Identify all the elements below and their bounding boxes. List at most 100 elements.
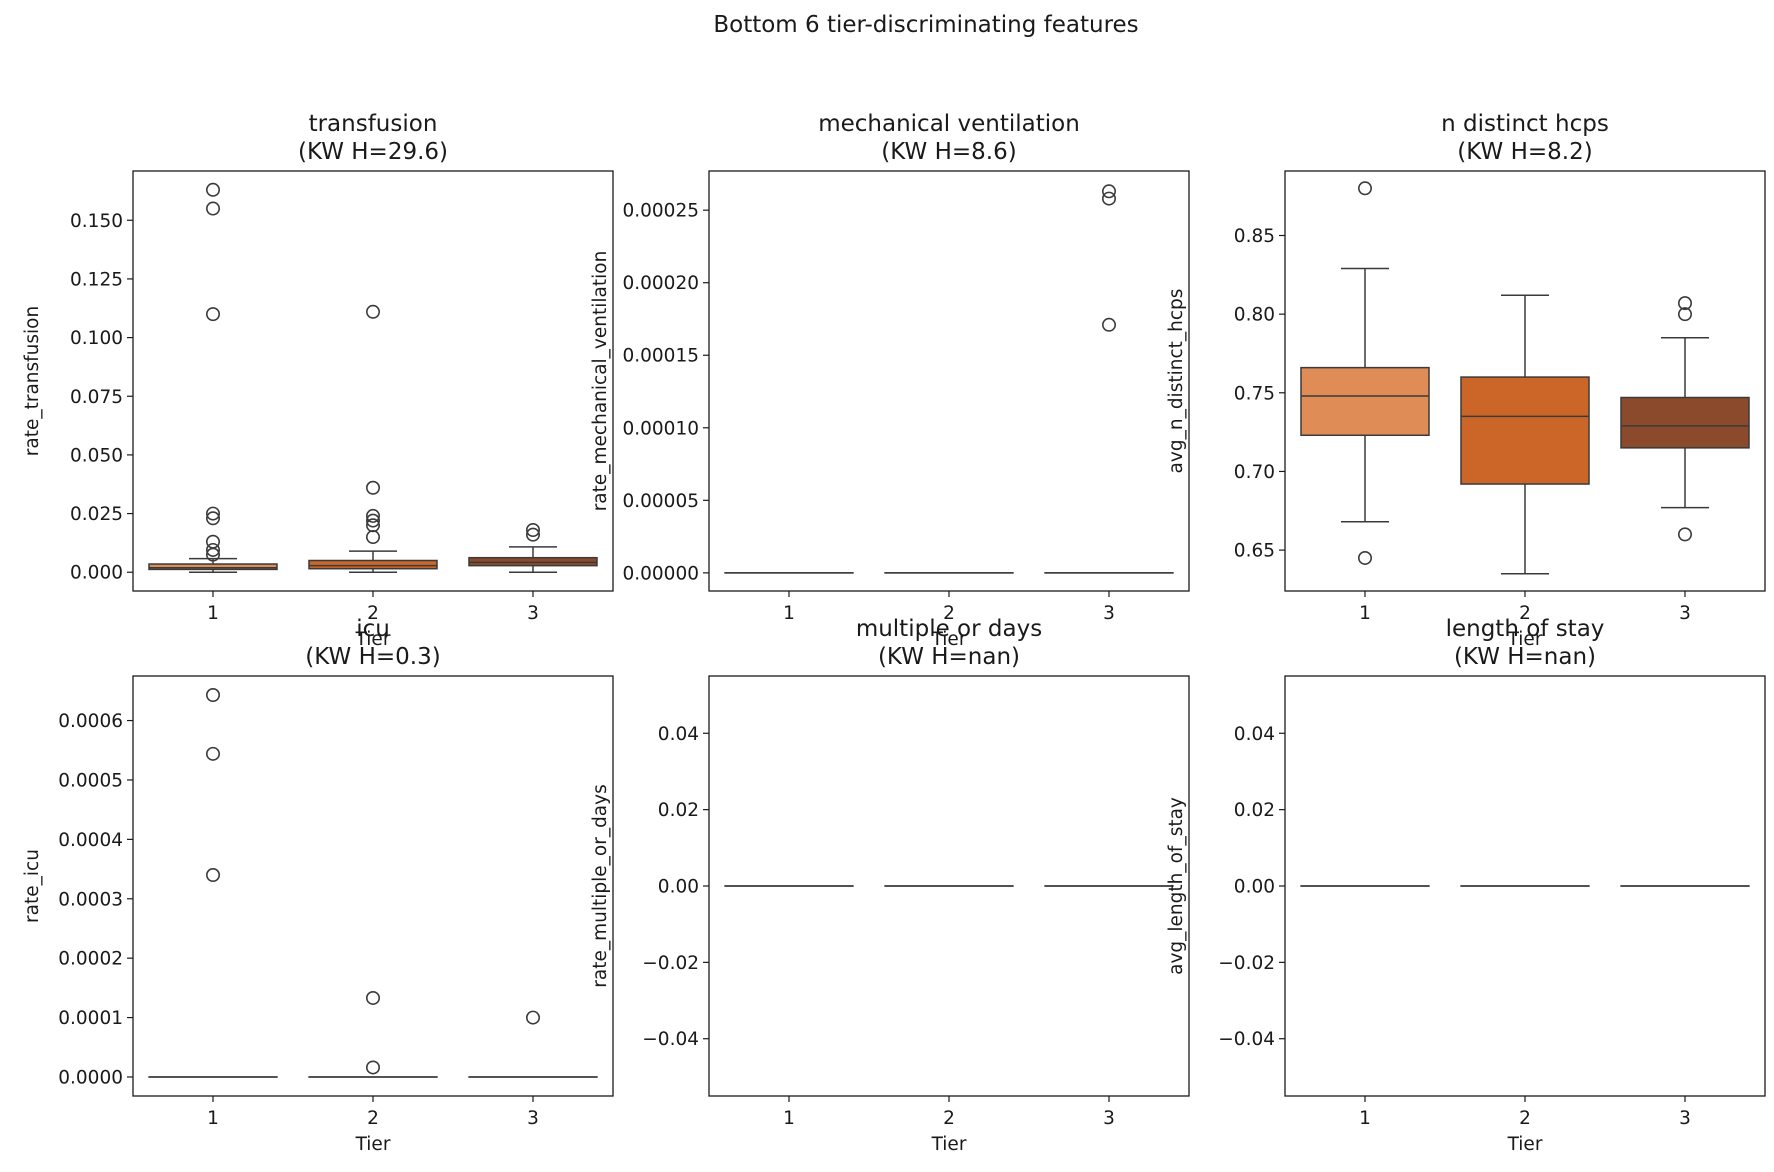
x-tick-label: 3 — [527, 1108, 539, 1129]
panel-subtitle: (KW H=8.6) — [881, 139, 1016, 165]
x-axis-label: Tier — [931, 1134, 967, 1155]
outlier-point — [525, 527, 540, 542]
y-axis-label: rate_icu — [22, 849, 43, 923]
outlier-point — [365, 990, 380, 1005]
outlier-point — [206, 542, 221, 557]
y-axis-label: rate_mechanical_ventilation — [590, 251, 611, 512]
outlier-point — [206, 688, 221, 703]
y-tick-label: 0.0005 — [58, 770, 123, 791]
x-tick-label: 3 — [1103, 1108, 1115, 1129]
box-iqr — [148, 563, 278, 571]
y-tick-label: 0.00025 — [622, 201, 699, 222]
x-tick-label: 2 — [367, 1108, 379, 1129]
y-tick-label: 0.00020 — [622, 273, 699, 294]
panel-5: multiple or days(KW H=nan) −0.04 −0.02 0.00… — [590, 616, 1190, 1155]
x-tick-label: 2 — [943, 1108, 955, 1129]
y-tick-label: 0.00 — [1234, 877, 1275, 898]
panels-group: transfusion(KW H=29.6) 0.000 0.025 0.050 0.0… — [22, 111, 1766, 1155]
y-tick-label: 0.075 — [70, 387, 123, 408]
outlier-point — [206, 547, 221, 562]
panel-subtitle: (KW H=nan) — [1454, 644, 1596, 670]
y-tick-label: 0.00015 — [622, 346, 699, 367]
panel-title: n distinct hcps — [1441, 111, 1609, 137]
y-tick-label: −0.04 — [1218, 1029, 1275, 1050]
y-tick-label: 0.00010 — [622, 418, 699, 439]
y-tick-label: 0.125 — [70, 269, 123, 290]
y-tick-label: 0.0006 — [58, 711, 123, 732]
box-tier-3 — [468, 522, 598, 573]
x-tick-label: 1 — [1359, 1108, 1371, 1129]
y-tick-label: 0.65 — [1234, 541, 1275, 562]
panel-6: length of stay(KW H=nan) −0.04 −0.02 0.00 0.… — [1166, 616, 1766, 1155]
x-axis-label: Tier — [931, 629, 967, 650]
panel-title: length of stay — [1446, 616, 1605, 642]
outlier-point — [365, 530, 380, 545]
x-tick-label: 3 — [1103, 603, 1115, 624]
y-axis-label: avg_length_of_stay — [1166, 797, 1187, 975]
y-tick-label: 0.0000 — [58, 1067, 123, 1088]
y-tick-label: −0.04 — [642, 1029, 699, 1050]
outlier-point — [365, 513, 380, 528]
panel-subtitle: (KW H=8.2) — [1457, 139, 1592, 165]
outlier-point — [365, 304, 380, 319]
box-tier-3 — [468, 1010, 598, 1078]
y-tick-label: 0.0003 — [58, 889, 123, 910]
x-tick-label: 3 — [1679, 1108, 1691, 1129]
y-tick-label: 0.150 — [70, 211, 123, 232]
x-tick-label: 2 — [1519, 1108, 1531, 1129]
panel-title: mechanical ventilation — [818, 111, 1080, 137]
box-iqr — [1300, 366, 1430, 437]
outlier-point — [365, 1060, 380, 1075]
outlier-point — [365, 508, 380, 523]
panel-4: icu(KW H=0.3) 0.0000 0.0001 0.0002 0.0003 0.0… — [22, 616, 614, 1155]
x-tick-label: 2 — [1519, 603, 1531, 624]
y-tick-label: 0.0002 — [58, 949, 123, 970]
x-tick-label: 1 — [783, 1108, 795, 1129]
x-tick-label: 3 — [527, 603, 539, 624]
outlier-point — [206, 307, 221, 322]
y-tick-label: 0.80 — [1234, 305, 1275, 326]
y-tick-label: 0.00005 — [622, 491, 699, 512]
box-tier-1 — [1300, 181, 1430, 565]
outlier-point — [206, 201, 221, 216]
box-iqr — [308, 559, 438, 570]
x-tick-label: 1 — [207, 603, 219, 624]
y-tick-label: 0.04 — [658, 724, 699, 745]
outlier-point — [206, 182, 221, 197]
y-axis-label: avg_n_distinct_hcps — [1166, 289, 1187, 474]
y-tick-label: 0.04 — [1234, 724, 1275, 745]
box-iqr — [1620, 396, 1750, 449]
x-tick-label: 1 — [207, 1108, 219, 1129]
box-tier-2 — [308, 304, 438, 573]
outlier-point — [1102, 191, 1117, 206]
y-tick-label: 0.00 — [658, 877, 699, 898]
x-axis-label: Tier — [1507, 629, 1543, 650]
outlier-point — [525, 1010, 540, 1025]
x-tick-label: 1 — [1359, 603, 1371, 624]
y-tick-label: 0.00000 — [622, 563, 699, 584]
panel-title: icu — [356, 616, 390, 642]
outlier-point — [365, 480, 380, 495]
box-tier-2 — [308, 990, 438, 1078]
outlier-point — [206, 868, 221, 883]
y-tick-label: 0.02 — [1234, 800, 1275, 821]
panel-1: transfusion(KW H=29.6) 0.000 0.025 0.050 0.0… — [22, 111, 614, 650]
outlier-point — [1678, 296, 1693, 311]
y-tick-label: 0.0001 — [58, 1008, 123, 1029]
x-tick-label: 2 — [367, 603, 379, 624]
outlier-point — [1102, 317, 1117, 332]
box-tier-3 — [1044, 184, 1174, 574]
figure-suptitle: Bottom 6 tier-discriminating features — [713, 12, 1138, 38]
box-iqr — [1460, 376, 1590, 485]
y-tick-label: −0.02 — [1218, 953, 1275, 974]
y-tick-label: 0.75 — [1234, 383, 1275, 404]
outlier-point — [206, 511, 221, 526]
y-tick-label: 0.02 — [658, 800, 699, 821]
panel-subtitle: (KW H=nan) — [878, 644, 1020, 670]
y-tick-label: 0.100 — [70, 328, 123, 349]
y-tick-label: 0.025 — [70, 504, 123, 525]
panel-title: transfusion — [309, 111, 438, 137]
outlier-point — [525, 522, 540, 537]
x-axis-label: Tier — [355, 629, 391, 650]
